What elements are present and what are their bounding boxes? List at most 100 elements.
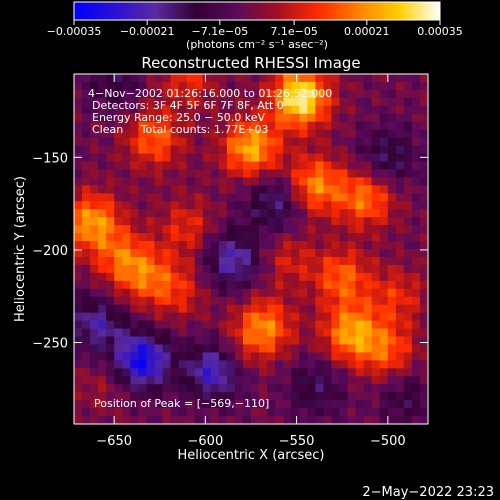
heatmap-cell: [74, 113, 83, 123]
heatmap-cell: [379, 352, 389, 361]
heatmap-cell: [234, 193, 244, 202]
heatmap-cell: [363, 328, 373, 338]
heatmap-cell: [154, 225, 164, 234]
heatmap-cell: [355, 384, 365, 393]
heatmap-cell: [130, 360, 139, 369]
heatmap-cell: [379, 288, 389, 298]
heatmap-cell: [267, 121, 276, 131]
heatmap-cell: [130, 161, 139, 171]
heatmap-cell: [146, 416, 156, 424]
heatmap-cell: [403, 400, 413, 409]
heatmap-cell: [98, 249, 107, 258]
heatmap-cell: [419, 360, 428, 369]
heatmap-cell: [114, 121, 123, 131]
heatmap-cell: [339, 193, 349, 202]
colorbar-tick-label: −0.00021: [120, 25, 175, 38]
heatmap-cell: [106, 272, 115, 282]
heatmap-cell: [411, 328, 421, 338]
heatmap-cell: [347, 201, 357, 210]
heatmap-cell: [226, 201, 236, 210]
heatmap-cell: [130, 74, 139, 83]
heatmap-cell: [114, 272, 123, 282]
heatmap-cell: [331, 193, 341, 202]
heatmap-cell: [90, 288, 99, 298]
heatmap-cell: [138, 89, 148, 99]
heatmap-cell: [226, 89, 236, 99]
colorbar-units-label: (photons cm⁻² s⁻¹ asec⁻²): [186, 38, 328, 51]
heatmap-cell: [363, 185, 373, 194]
heatmap-cell: [251, 416, 260, 424]
heatmap-cell: [234, 249, 244, 258]
heatmap-cell: [130, 121, 139, 131]
heatmap-cell: [355, 344, 365, 353]
heatmap-cell: [283, 129, 292, 139]
heatmap-cell: [403, 320, 413, 330]
heatmap-cell: [186, 328, 196, 338]
heatmap-cell: [387, 392, 397, 401]
heatmap-cell: [347, 280, 357, 290]
heatmap-cell: [339, 97, 349, 107]
heatmap-cell: [122, 161, 131, 171]
heatmap-cell: [242, 81, 252, 91]
heatmap-cell: [186, 360, 196, 369]
heatmap-cell: [291, 272, 300, 282]
heatmap-cell: [419, 320, 428, 330]
heatmap-cell: [162, 241, 172, 250]
heatmap-cell: [355, 288, 365, 298]
heatmap-cell: [307, 185, 316, 194]
heatmap-cell: [251, 121, 260, 131]
heatmap-image: [74, 74, 428, 424]
heatmap-cell: [130, 145, 139, 155]
heatmap-cell: [186, 225, 196, 234]
heatmap-cell: [90, 209, 99, 218]
heatmap-cell: [154, 153, 164, 163]
heatmap-cell: [122, 249, 131, 258]
heatmap-cell: [242, 97, 252, 107]
heatmap-cell: [146, 256, 156, 266]
heatmap-cell: [323, 360, 333, 369]
heatmap-cell: [339, 280, 349, 290]
heatmap-cell: [323, 416, 333, 424]
heatmap-cell: [146, 272, 156, 282]
heatmap-cell: [146, 376, 156, 385]
heatmap-cell: [138, 352, 148, 361]
heatmap-cell: [202, 185, 212, 194]
heatmap-cell: [114, 233, 123, 242]
heatmap-cell: [251, 249, 260, 258]
heatmap-cell: [146, 74, 156, 83]
heatmap-cell: [363, 217, 373, 226]
heatmap-cell: [299, 368, 308, 377]
heatmap-cell: [403, 408, 413, 417]
heatmap-cell: [170, 97, 180, 107]
heatmap-cell: [371, 384, 381, 393]
heatmap-cell: [307, 376, 316, 385]
heatmap-cell: [130, 384, 139, 393]
heatmap-cell: [259, 193, 268, 202]
heatmap-cell: [363, 113, 373, 123]
heatmap-cell: [259, 249, 268, 258]
heatmap-cell: [138, 272, 148, 282]
heatmap-cell: [114, 264, 123, 274]
heatmap-cell: [106, 233, 115, 242]
heatmap-cell: [419, 97, 428, 107]
heatmap-cell: [218, 312, 228, 322]
heatmap-cell: [315, 153, 325, 163]
heatmap-cell: [291, 264, 300, 274]
heatmap-cell: [379, 368, 389, 377]
heatmap-cell: [74, 280, 83, 290]
heatmap-cell: [331, 241, 341, 250]
heatmap-cell: [82, 376, 91, 385]
heatmap-cell: [74, 177, 83, 186]
heatmap-cell: [186, 201, 196, 210]
heatmap-cell: [210, 400, 220, 409]
heatmap-cell: [146, 153, 156, 163]
heatmap-cell: [114, 328, 123, 338]
heatmap-cell: [395, 368, 405, 377]
heatmap-cell: [291, 288, 300, 298]
heatmap-cell: [291, 74, 300, 83]
heatmap-cell: [138, 320, 148, 330]
heatmap-cell: [291, 105, 300, 115]
heatmap-cell: [130, 376, 139, 385]
heatmap-cell: [178, 241, 188, 250]
heatmap-cell: [218, 137, 228, 147]
